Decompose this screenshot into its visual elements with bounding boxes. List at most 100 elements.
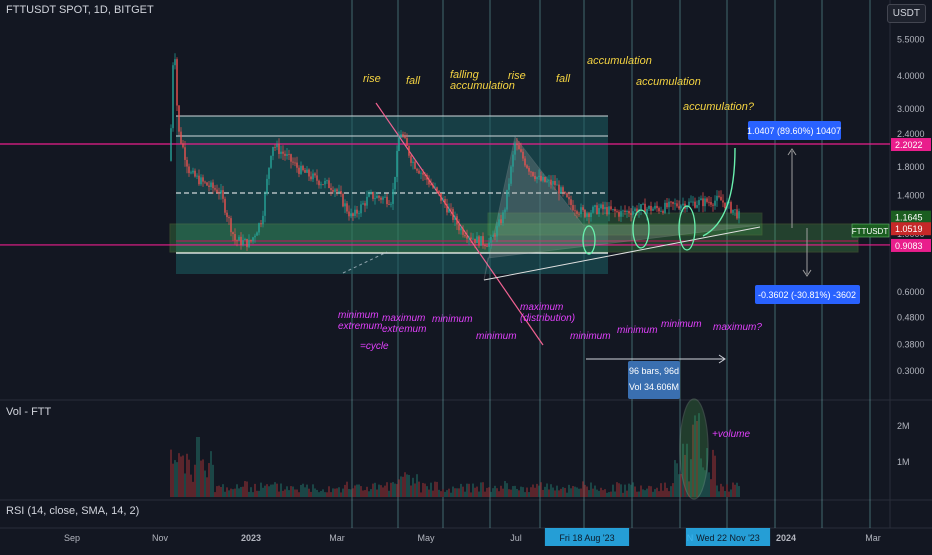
candle-body <box>450 208 452 210</box>
volume-bar <box>312 484 314 497</box>
volume-bar <box>448 488 450 497</box>
accumulation-ellipse-2 <box>678 205 696 251</box>
volume-bar <box>368 491 370 497</box>
volume-bar <box>234 488 236 497</box>
candle-body <box>372 191 374 199</box>
volume-spike-ellipse <box>679 398 709 500</box>
candle-body <box>692 201 694 203</box>
candle-body <box>184 147 186 160</box>
volume-bar <box>626 490 628 497</box>
volume-bar <box>452 486 454 497</box>
candle-body <box>720 196 722 201</box>
volume-bar <box>324 492 326 497</box>
candle-body <box>346 203 348 212</box>
volume-bar <box>248 491 250 497</box>
candle-body <box>508 183 510 190</box>
candle-body <box>574 210 576 212</box>
candle-body <box>626 210 628 213</box>
ascending-support-line <box>483 226 761 281</box>
candle-body <box>678 206 680 209</box>
volume-bar <box>656 487 658 497</box>
volume-bar <box>520 486 522 497</box>
volume-bar <box>274 482 276 497</box>
volume-bar <box>642 489 644 497</box>
volume-bar <box>440 491 442 497</box>
time-tick-0: Sep <box>64 533 80 543</box>
accumulation-range-box <box>176 116 608 274</box>
candle-body <box>218 192 220 194</box>
volume-bar <box>286 486 288 497</box>
volume-bar <box>608 492 610 497</box>
candle-body <box>170 128 172 161</box>
volume-bar <box>486 487 488 497</box>
candle-body <box>340 191 342 194</box>
candle-body <box>414 161 416 169</box>
candle-body <box>542 177 544 181</box>
volume-bar <box>726 484 728 497</box>
volume-bar <box>500 485 502 497</box>
volume-bar <box>678 474 680 497</box>
volume-bar <box>366 486 368 497</box>
candle-body <box>728 202 730 203</box>
volume-bar <box>426 486 428 497</box>
volume-bar <box>702 467 704 497</box>
time-marker-box-8 <box>685 528 771 546</box>
candle-body <box>586 213 588 217</box>
candle-body <box>386 196 388 205</box>
phase-label-2-b: accumulation <box>450 80 515 92</box>
dashed-guide-line <box>342 251 388 274</box>
candle-body <box>376 195 378 199</box>
volume-bar <box>710 479 712 497</box>
candle-body <box>398 137 400 151</box>
candle-body <box>190 172 192 174</box>
candle-body <box>534 175 536 180</box>
price-label-4: 1.0519 <box>895 224 923 234</box>
candle-body <box>564 191 566 194</box>
volume-bar <box>254 483 256 497</box>
candle-body <box>454 216 456 220</box>
volume-bar <box>206 477 208 497</box>
volume-bar <box>580 488 582 497</box>
volume-bar <box>260 482 262 497</box>
candle-body <box>200 177 202 185</box>
volume-bar <box>350 489 352 497</box>
volume-bar <box>238 488 240 497</box>
candle-body <box>228 217 230 219</box>
candle-body <box>206 182 208 186</box>
currency-button[interactable]: USDT <box>886 4 926 23</box>
phase-label-4: fall <box>556 73 571 85</box>
candle-body <box>738 211 740 219</box>
candle-body <box>652 208 654 211</box>
candle-body <box>490 236 492 243</box>
cycle-label-3: minimum <box>432 314 473 325</box>
candle-body <box>182 143 184 148</box>
volume-bar <box>594 485 596 497</box>
candle-body <box>378 195 380 198</box>
candle-body <box>252 237 254 242</box>
volume-bar <box>378 484 380 497</box>
candle-body <box>220 190 222 194</box>
volume-bar <box>212 464 214 497</box>
candle-body <box>418 170 420 174</box>
volume-bar <box>498 491 500 497</box>
measure-up-box <box>748 121 841 140</box>
cycle-label-4: minimum <box>476 331 517 342</box>
volume-bar <box>506 483 508 497</box>
price-label-box-0 <box>891 138 931 152</box>
volume-bar <box>474 487 476 497</box>
candle-body <box>244 238 246 241</box>
volume-bar <box>558 490 560 497</box>
candle-body <box>394 176 396 190</box>
candle-body <box>296 162 298 168</box>
volume-bar <box>568 484 570 497</box>
candle-body <box>356 209 358 214</box>
candle-body <box>644 203 646 214</box>
candle-body <box>370 191 372 194</box>
volume-bar <box>488 487 490 497</box>
candle-body <box>730 202 732 213</box>
volume-bar <box>342 488 344 497</box>
volume-bar <box>616 482 618 497</box>
cycle-label-6: minimum <box>570 331 611 342</box>
